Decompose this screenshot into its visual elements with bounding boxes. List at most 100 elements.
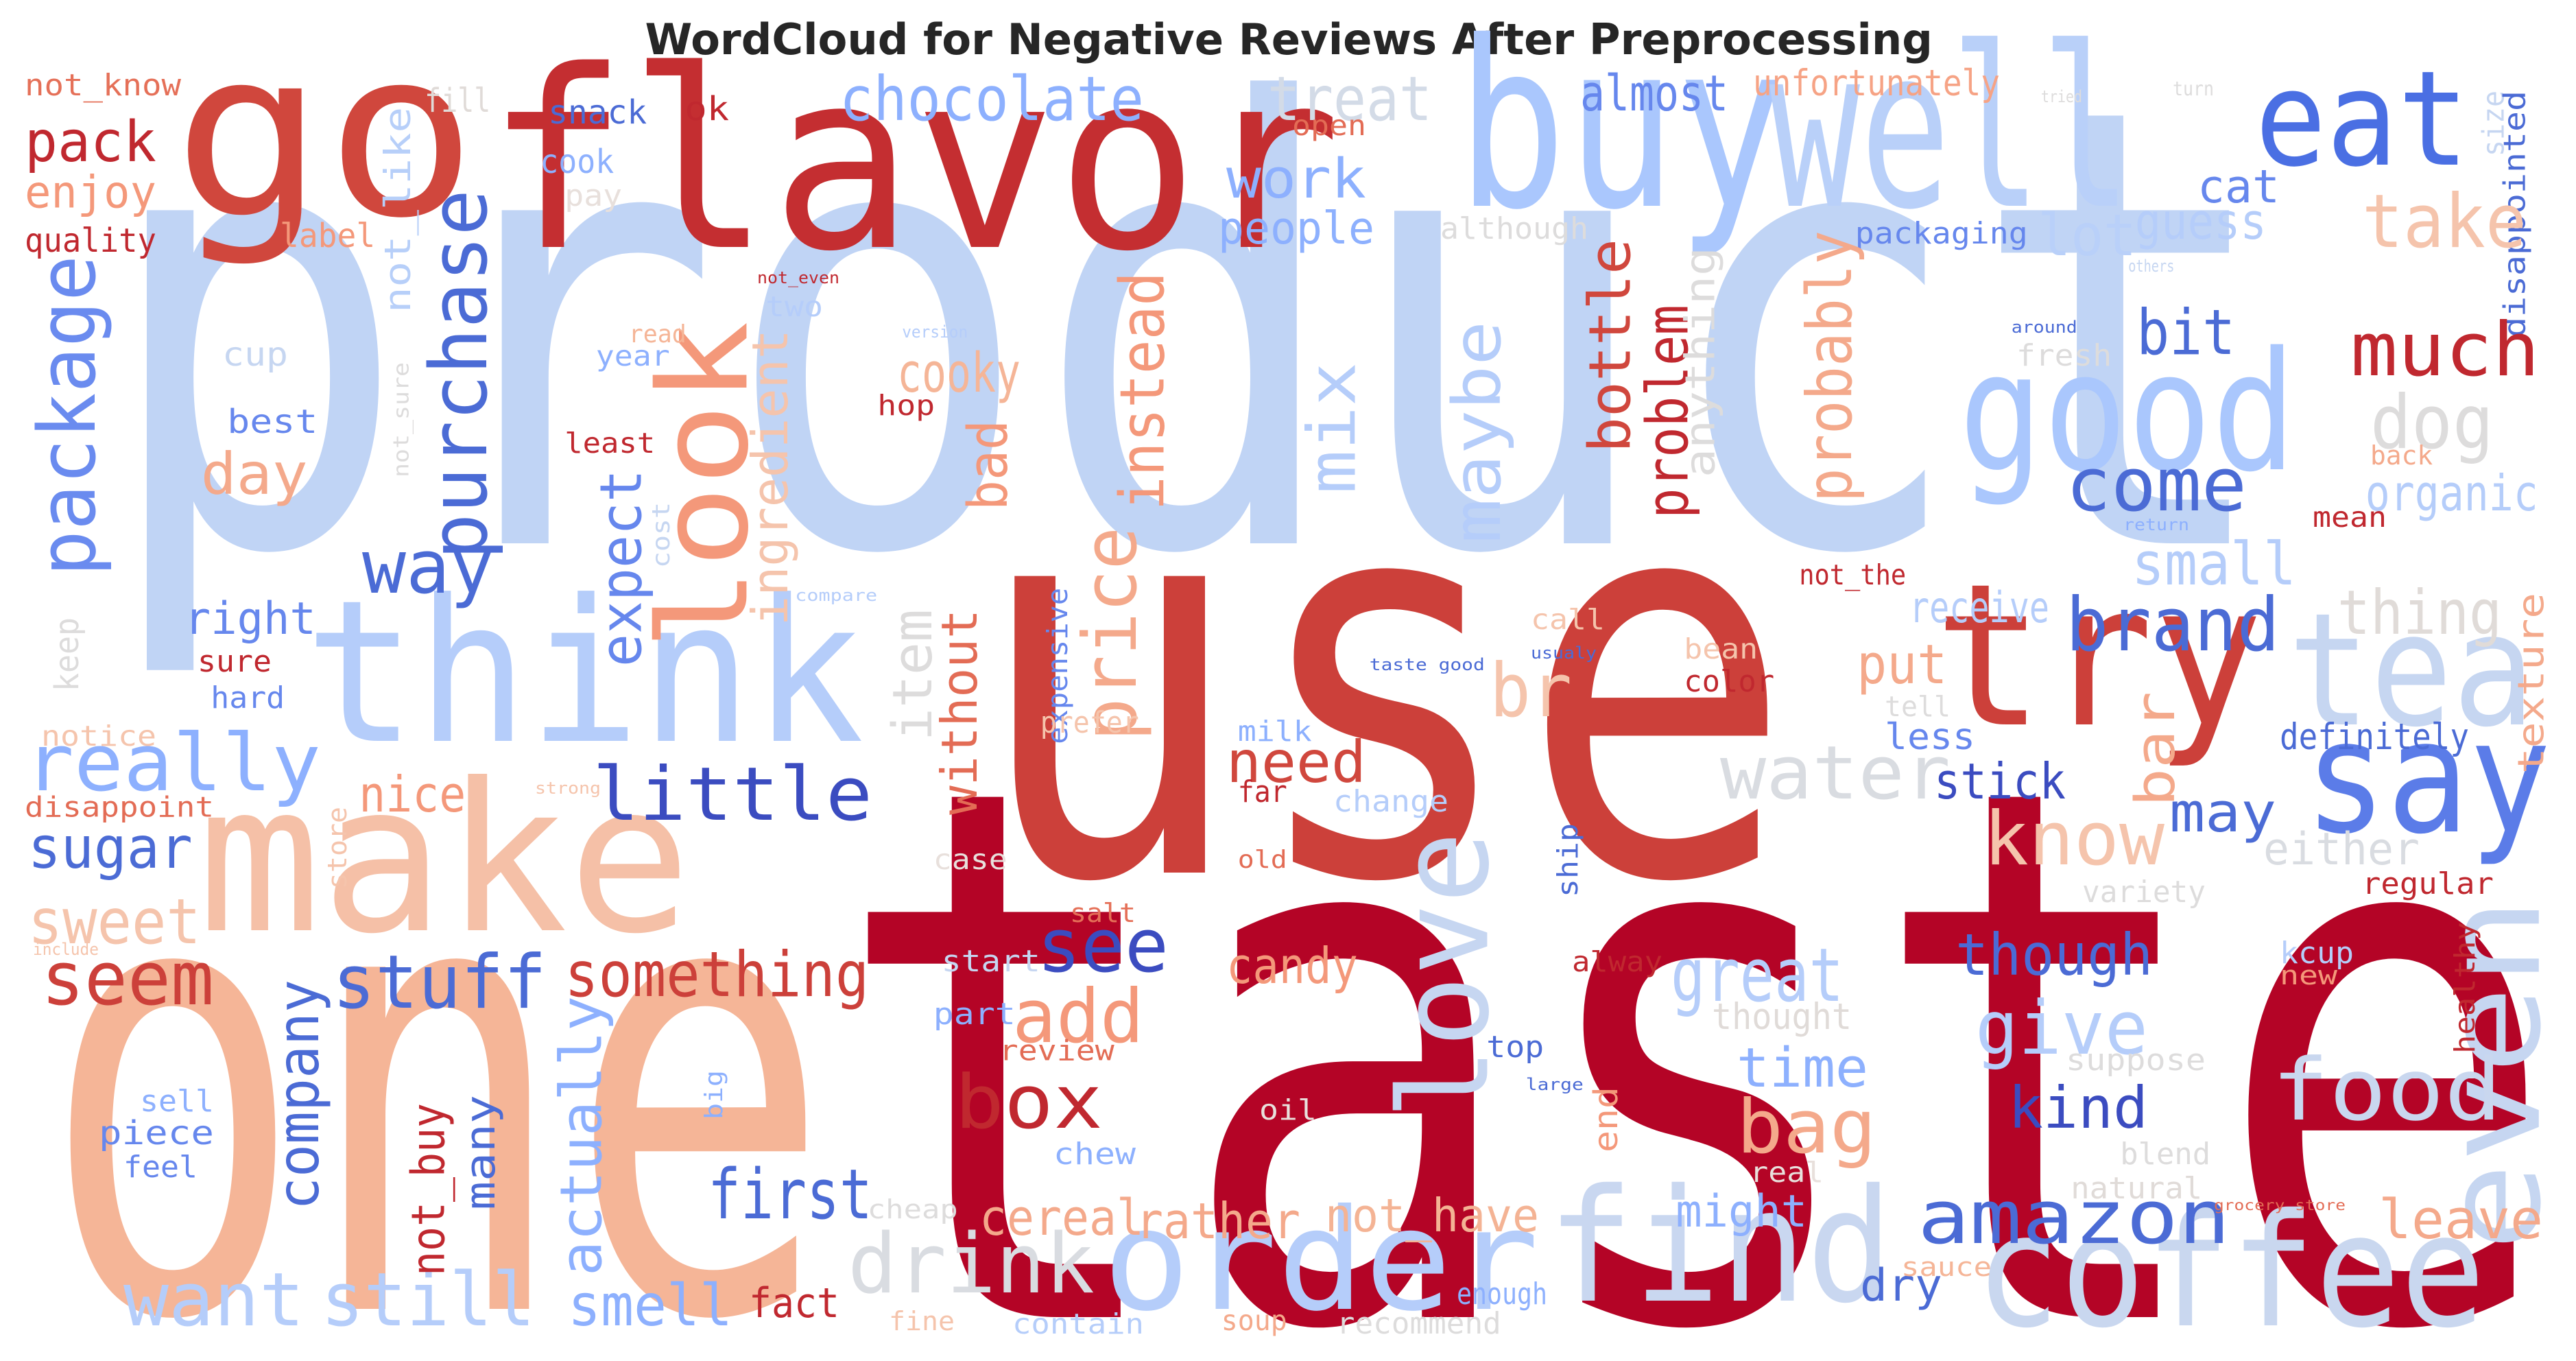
word: stick: [1934, 753, 2066, 810]
word: prefer: [1040, 706, 1139, 740]
word: not_sure: [390, 362, 414, 477]
word: cereal: [979, 1189, 1144, 1246]
word: best: [227, 403, 318, 441]
word: anything: [1677, 247, 1725, 477]
word: start: [942, 945, 1040, 979]
word: bit: [2136, 296, 2235, 369]
word: unfortunately: [1753, 62, 2000, 104]
word: amazon: [1918, 1175, 2230, 1261]
word: food: [2271, 1041, 2502, 1140]
word: enough: [1457, 1277, 1547, 1312]
word: part: [933, 997, 1016, 1032]
word: large: [1526, 1075, 1584, 1094]
word: less: [1885, 716, 1975, 758]
word: right: [184, 593, 316, 645]
word: try: [1934, 541, 2263, 771]
word: enjoy: [25, 167, 156, 218]
word: bag: [1737, 1085, 1876, 1170]
word: open: [1292, 109, 1366, 142]
word: back: [2370, 440, 2433, 471]
word: real: [1750, 1156, 1824, 1189]
word: come: [2066, 442, 2247, 528]
word: might: [1675, 1186, 1807, 1238]
word: water: [1720, 731, 1951, 816]
word: fact: [749, 1279, 839, 1327]
word: end: [1587, 1087, 1625, 1152]
word: pack: [25, 110, 156, 175]
word: read: [629, 320, 687, 348]
word: work: [1226, 147, 1366, 211]
word: want: [123, 1257, 305, 1343]
word: label: [280, 217, 375, 255]
word: still: [321, 1257, 535, 1343]
word: product: [99, 0, 2280, 687]
word: leave: [2378, 1187, 2543, 1251]
word: purchase: [414, 189, 505, 560]
word: kcup: [2280, 936, 2354, 971]
chart-title: WordCloud for Negative Reviews After Pre…: [645, 14, 1933, 64]
word: mean: [2313, 501, 2387, 534]
word: brand: [2066, 582, 2280, 668]
word: cooky: [897, 341, 1021, 405]
word: problem: [1634, 305, 1702, 519]
word: not_even: [757, 268, 839, 287]
word: oil: [1259, 1093, 1317, 1126]
word: guess: [2135, 193, 2267, 250]
word: sweet: [28, 885, 201, 958]
word: strong: [535, 779, 601, 798]
word: taste: [831, 630, 2560, 1361]
word: seem: [41, 936, 214, 1022]
word: top: [1486, 1030, 1544, 1065]
word: hop: [877, 389, 935, 422]
word: two: [765, 290, 823, 323]
word: need: [1226, 729, 1366, 796]
word: big: [700, 1070, 728, 1120]
word: lot: [2038, 202, 2136, 269]
word: small: [2132, 530, 2296, 599]
word: suppose: [2066, 1043, 2206, 1078]
word: compare: [795, 586, 877, 605]
word: either: [2263, 824, 2420, 875]
word: br: [1490, 648, 1572, 734]
word: item: [881, 609, 944, 741]
word: texture: [2510, 593, 2552, 774]
word: ok: [684, 90, 729, 128]
word: although: [1440, 212, 1588, 246]
word: include: [33, 940, 99, 959]
word: first: [708, 1154, 872, 1235]
word: cheap: [868, 1194, 958, 1225]
word: bar: [2123, 691, 2187, 807]
word: box: [955, 1060, 1103, 1146]
word: thought: [1712, 996, 1852, 1038]
word: fresh: [2016, 339, 2112, 373]
word: snack: [548, 93, 647, 132]
word: find: [1547, 1155, 1893, 1338]
word: put: [1857, 632, 1947, 696]
word: even: [2418, 897, 2571, 1251]
word: smell: [568, 1272, 732, 1339]
word: tea: [2288, 579, 2535, 761]
word: sauce: [1901, 1252, 1992, 1283]
word: price: [1068, 527, 1154, 741]
word: one: [41, 729, 831, 1361]
word: far: [1238, 775, 1287, 809]
word: organic: [2365, 464, 2538, 522]
word: may: [2169, 781, 2276, 844]
word: add: [1012, 974, 1144, 1060]
word: buy: [1457, 0, 1786, 261]
word: fill: [425, 82, 490, 120]
word: regular: [2362, 867, 2494, 901]
word: maybe: [1439, 321, 1516, 543]
word: bean: [1684, 632, 1758, 665]
word: year: [596, 340, 670, 372]
word: order: [1103, 1180, 1539, 1342]
word: people: [1218, 203, 1374, 255]
word: day: [201, 440, 308, 508]
word: cup: [222, 335, 288, 374]
word: kind: [2008, 1074, 2148, 1141]
word: contain: [1012, 1307, 1144, 1340]
word: say: [2304, 686, 2551, 868]
word: blend: [2120, 1137, 2210, 1172]
word: version: [902, 322, 968, 342]
word: not_buy: [402, 1103, 455, 1276]
